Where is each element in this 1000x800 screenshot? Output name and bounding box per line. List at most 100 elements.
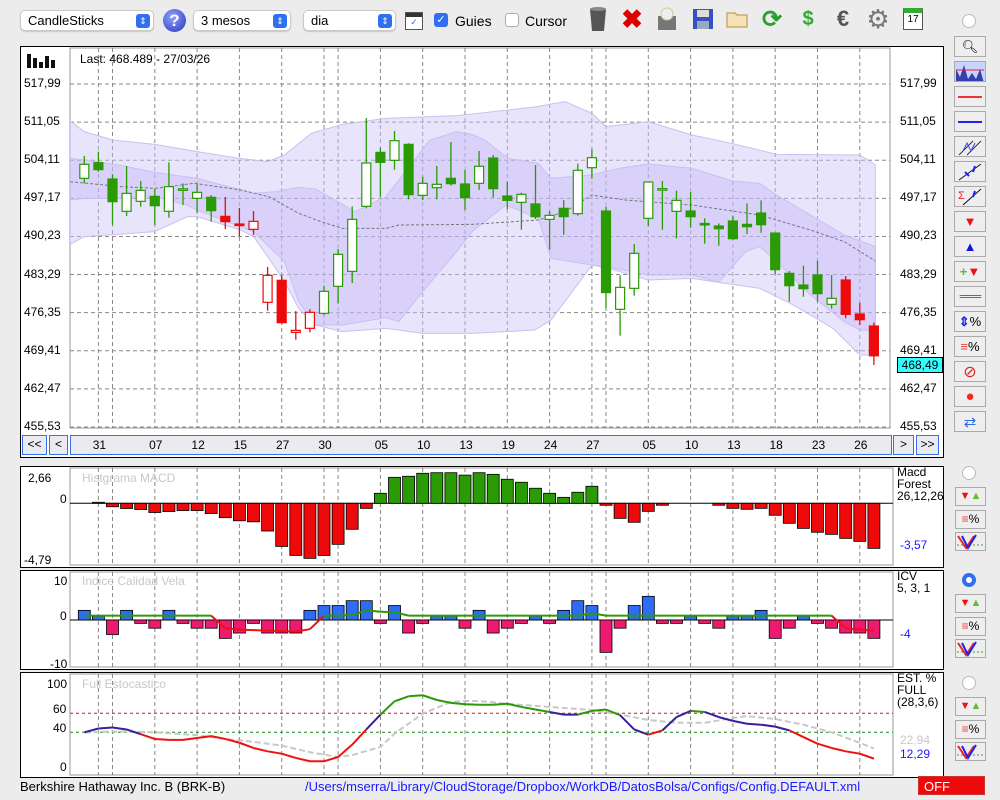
horizontal-line-blue-button[interactable] — [954, 111, 986, 132]
stoch-k-segment — [112, 726, 127, 731]
stoch-k-segment — [661, 716, 678, 732]
candle-body — [375, 151, 386, 163]
plus-arrow-icon: +▼ — [959, 264, 981, 279]
gear-icon[interactable]: ⚙ — [866, 3, 890, 34]
macd-levels-button[interactable]: ≡% — [955, 510, 986, 529]
icv-signals-button[interactable]: ▼▲ — [955, 594, 986, 613]
macd-panel-radio[interactable] — [962, 466, 976, 480]
icv-signal-segment — [859, 628, 874, 632]
current-price-tag: 468,49 — [897, 357, 943, 373]
sell-signal-button[interactable]: ▼ — [954, 211, 986, 232]
stoch-panel-radio[interactable] — [962, 676, 976, 690]
nav-next-button[interactable]: > — [893, 435, 914, 455]
candle-body — [558, 207, 569, 218]
stoch-k-segment — [676, 710, 692, 719]
candle-body — [262, 274, 273, 303]
macd-bar — [232, 502, 246, 522]
stoch-axis-40: 40 — [53, 721, 67, 735]
interval-value: dia — [311, 13, 329, 28]
euro-icon[interactable]: € — [836, 6, 850, 31]
interval-select[interactable]: dia ⇕ — [303, 10, 396, 31]
stoch-curve-button[interactable] — [955, 742, 986, 761]
price-axis-label-right: 462,47 — [900, 380, 937, 395]
folder-icon[interactable] — [725, 6, 751, 32]
icv-panel-radio[interactable] — [962, 573, 976, 587]
icv-signal-segment — [295, 628, 311, 633]
nav-last-button[interactable]: >> — [916, 435, 939, 455]
stoch-k-segment — [436, 699, 452, 704]
icv-curve-button[interactable] — [955, 639, 986, 658]
stoch-k-segment — [605, 708, 621, 717]
candle-body — [502, 195, 513, 201]
macd-signals-button[interactable]: ▼▲ — [955, 487, 986, 506]
lines-percent-button[interactable]: ≡% — [954, 336, 986, 357]
stoch-k-segment — [408, 694, 423, 698]
guides-checkbox[interactable]: ✓ — [434, 13, 448, 27]
v-curve-icon — [957, 534, 984, 551]
record-button[interactable]: ● — [954, 386, 986, 407]
trash-icon[interactable] — [585, 6, 611, 32]
price-axis-label-right: 490,23 — [900, 228, 937, 243]
volume-profile-button[interactable] — [954, 61, 986, 82]
icv-bar — [345, 600, 359, 621]
delete-icon[interactable]: ✖ — [621, 3, 643, 34]
calendar-icon[interactable]: 17 — [900, 6, 926, 32]
chart-type-select[interactable]: CandleSticks ⇕ — [20, 10, 154, 31]
sum-trendline-button[interactable]: Σ — [954, 186, 986, 207]
stoch-k-segment — [633, 728, 649, 736]
macd-bar — [825, 502, 838, 535]
date-label: 10 — [417, 438, 431, 452]
nav-prev-button[interactable]: < — [49, 435, 68, 455]
refresh-icon[interactable]: ⟳ — [761, 5, 783, 33]
stoch-levels-button[interactable]: ≡% — [955, 720, 986, 739]
icv-levels-button[interactable]: ≡% — [955, 617, 986, 636]
help-icon[interactable]: ? — [163, 9, 186, 32]
range-percent-button[interactable]: ⇕% — [954, 311, 986, 332]
dollar-icon[interactable]: $ — [802, 7, 814, 30]
trendline-tool-button[interactable] — [954, 161, 986, 182]
horizontal-line-red-button[interactable] — [954, 86, 986, 107]
date-scrollbar[interactable]: 31 07 12 15 27 30 05 10 13 19 24 27 05 10 13 18 23 26 — [70, 435, 892, 455]
period-select[interactable]: 3 mesos ⇕ — [193, 10, 291, 31]
stoch-axis-100: 100 — [47, 677, 68, 691]
magnifier-icon: 🔍︎ — [961, 38, 979, 54]
stoch-signals-button[interactable]: ▼▲ — [955, 697, 986, 716]
buy-signal-button[interactable]: ▲ — [954, 236, 986, 257]
stoch-k-segment — [493, 702, 508, 706]
candle-body — [318, 290, 330, 314]
save-icon[interactable] — [690, 6, 716, 32]
macd-axis-max: 2,66 — [28, 471, 52, 485]
clear-button[interactable]: ⊘ — [954, 361, 986, 382]
print-icon[interactable] — [654, 6, 680, 32]
icv-signal-segment — [845, 627, 860, 631]
cursor-checkbox[interactable] — [505, 13, 519, 27]
zoom-tool-button[interactable]: 🔍︎ — [954, 36, 986, 57]
add-signal-button[interactable]: +▼ — [954, 261, 986, 282]
macd-bar — [444, 472, 458, 504]
stoch-k-segment — [802, 736, 818, 745]
config-path-link[interactable]: /Users/mserra/Library/CloudStorage/Dropb… — [305, 779, 861, 794]
price-axis-label-right: 517,99 — [900, 76, 937, 90]
grid-lines-button[interactable]: ═══ — [954, 286, 986, 307]
icv-bar — [839, 619, 853, 634]
icv-bar — [190, 619, 204, 629]
off-toggle-button[interactable]: OFF — [918, 776, 985, 795]
main-chart-radio[interactable] — [962, 14, 976, 28]
stoch-d-value: 22,94 — [900, 733, 931, 747]
chart-window-icon[interactable]: ✓ — [405, 12, 423, 30]
sync-button[interactable]: ⇄ — [954, 411, 986, 432]
icv-name-2: 5, 3, 1 — [897, 581, 931, 595]
candle-body — [459, 183, 471, 199]
macd-bar — [331, 502, 345, 545]
macd-curve-button[interactable] — [955, 532, 986, 551]
nav-first-button[interactable]: << — [22, 435, 47, 455]
candle-body — [657, 188, 668, 191]
candle-body — [798, 284, 809, 290]
cursor-label: Cursor — [525, 13, 568, 29]
macd-bar — [500, 478, 514, 504]
price-axis-label-right: 476,35 — [900, 304, 937, 319]
candle-body — [516, 193, 527, 203]
stochastic-panel — [20, 672, 944, 778]
macd-bar — [289, 502, 303, 556]
channel-tool-button[interactable] — [954, 136, 986, 157]
